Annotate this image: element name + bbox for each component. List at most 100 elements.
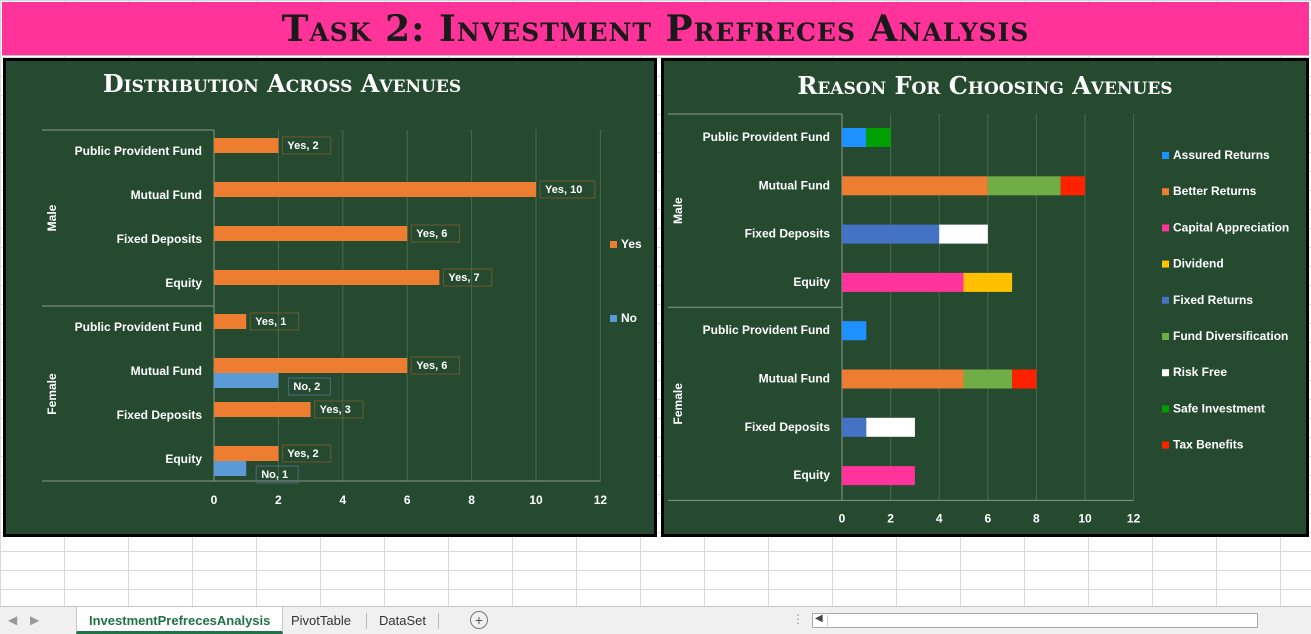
data-label-box xyxy=(410,356,461,375)
prev-sheet-icon[interactable]: ◀ xyxy=(8,613,18,627)
bar-yes xyxy=(214,226,408,241)
data-label: Yes, 1 xyxy=(255,316,286,328)
data-label: No, 1 xyxy=(261,469,288,481)
bar-segment xyxy=(842,369,964,389)
bar-yes xyxy=(214,182,536,197)
x-tick-label: 6 xyxy=(984,511,991,525)
category-label: Equity xyxy=(793,275,830,289)
x-tick-label: 0 xyxy=(839,511,846,525)
data-label-box xyxy=(442,268,493,287)
legend-label: Fixed Returns xyxy=(1173,293,1253,307)
data-label: Yes, 3 xyxy=(320,404,351,416)
tab-dataset[interactable]: DataSet xyxy=(379,613,426,628)
x-tick-label: 4 xyxy=(339,493,346,507)
bar-segment xyxy=(1060,176,1085,196)
legend-swatch xyxy=(1162,188,1169,196)
legend-label: Safe Investment xyxy=(1173,401,1265,415)
bar-segment xyxy=(963,272,1013,292)
data-label: Yes, 6 xyxy=(416,228,447,240)
bar-segment xyxy=(842,466,915,486)
category-label: Mutual Fund xyxy=(759,372,830,386)
legend-label: Assured Returns xyxy=(1173,148,1270,162)
x-tick-label: 8 xyxy=(1033,511,1040,525)
x-tick-label: 8 xyxy=(468,493,475,507)
bar-yes xyxy=(214,446,279,461)
data-label: Yes, 2 xyxy=(287,140,318,152)
category-label: Fixed Deposits xyxy=(745,227,831,241)
category-label: Public Provident Fund xyxy=(703,130,830,144)
legend-label: Dividend xyxy=(1173,257,1224,271)
category-label: Mutual Fund xyxy=(131,364,202,378)
bar-segment xyxy=(842,128,867,147)
legend-label: Fund Diversification xyxy=(1173,329,1288,343)
data-label: Yes, 2 xyxy=(287,448,318,460)
data-label-box xyxy=(281,444,332,463)
tab-separator xyxy=(366,613,367,629)
legend-label: Capital Appreciation xyxy=(1173,220,1289,234)
x-tick-label: 12 xyxy=(1127,511,1141,525)
bar-segment xyxy=(842,321,867,341)
data-label: No, 2 xyxy=(293,381,320,393)
data-label-box xyxy=(314,400,364,419)
x-tick-label: 6 xyxy=(404,493,411,507)
category-label: Equity xyxy=(793,468,830,482)
bar-yes xyxy=(214,314,247,329)
distribution-chart-title: Distribution Across Avenues xyxy=(102,69,462,98)
category-label: Fixed Deposits xyxy=(117,408,203,422)
bar-segment xyxy=(1012,369,1037,389)
legend-swatch xyxy=(1162,441,1169,449)
reason-chart-title: Reason For Choosing Avenues xyxy=(797,71,1173,100)
data-label-box xyxy=(539,180,596,199)
tab-investment-analysis[interactable]: InvestmentPrefrecesAnalysis xyxy=(76,607,284,634)
more-options-icon[interactable]: ⋮ xyxy=(792,612,804,626)
bar-segment xyxy=(842,272,964,292)
category-label: Equity xyxy=(165,276,202,290)
legend-label: No xyxy=(621,311,637,325)
horizontal-scrollbar[interactable]: ◀ xyxy=(812,613,1258,628)
x-tick-label: 10 xyxy=(529,493,543,507)
category-label: Mutual Fund xyxy=(131,188,202,202)
data-label: Yes, 6 xyxy=(416,360,447,372)
bar-segment xyxy=(939,224,988,244)
category-label: Equity xyxy=(165,452,202,466)
sheet-title-banner[interactable]: Task 2: Investment Prefreces Analysis xyxy=(2,2,1309,56)
data-label-box xyxy=(249,312,300,331)
legend-swatch xyxy=(1162,369,1169,377)
x-tick-label: 2 xyxy=(887,511,894,525)
sheet-tab-bar: ◀ ▶ InvestmentPrefrecesAnalysis PivotTab… xyxy=(0,606,1311,634)
category-label: Mutual Fund xyxy=(759,178,830,192)
category-label: Public Provident Fund xyxy=(75,320,202,334)
add-sheet-button[interactable]: + xyxy=(470,611,488,629)
sheet-title: Task 2: Investment Prefreces Analysis xyxy=(281,7,1030,50)
x-tick-label: 2 xyxy=(275,493,282,507)
x-tick-label: 4 xyxy=(936,511,943,525)
data-label-box xyxy=(410,224,461,243)
bar-segment xyxy=(963,369,1013,389)
group-label: Male xyxy=(671,197,685,224)
data-label-box xyxy=(281,136,332,155)
bar-segment xyxy=(866,128,891,147)
group-label: Female xyxy=(45,373,59,415)
reason-chart-plot: 0 2 4 6 8 10 12 Male Female Public Provident Fund… xyxy=(668,113,1289,525)
bar-yes xyxy=(214,358,408,373)
x-tick-label: 12 xyxy=(594,493,608,507)
tab-separator xyxy=(438,613,439,629)
scroll-left-icon[interactable]: ◀ xyxy=(815,613,823,624)
bar-yes xyxy=(214,270,440,285)
next-sheet-icon[interactable]: ▶ xyxy=(30,613,40,627)
distribution-chart-plot: 0 2 4 6 8 10 12 Male Female Public Provident Fund… xyxy=(42,129,642,507)
reason-chart[interactable]: Reason For Choosing Avenues 0 2 4 6 8 10 12 Mal… xyxy=(661,58,1309,537)
bar-no xyxy=(214,461,247,476)
legend-label: Risk Free xyxy=(1173,365,1227,379)
legend-label: Tax Benefits xyxy=(1173,438,1244,452)
legend-swatch xyxy=(1162,224,1169,232)
scrollbar-thumb[interactable] xyxy=(827,615,1253,626)
data-label: Yes, 10 xyxy=(545,184,582,196)
tab-pivot-table[interactable]: PivotTable xyxy=(291,613,351,628)
bar-segment xyxy=(842,224,940,244)
data-label-box xyxy=(287,377,331,396)
bar-no xyxy=(214,373,279,388)
legend-swatch xyxy=(1162,152,1169,159)
legend-swatch xyxy=(1162,405,1169,413)
distribution-chart[interactable]: Distribution Across Avenues 0 2 4 6 8 10 12 Mal… xyxy=(3,58,657,537)
